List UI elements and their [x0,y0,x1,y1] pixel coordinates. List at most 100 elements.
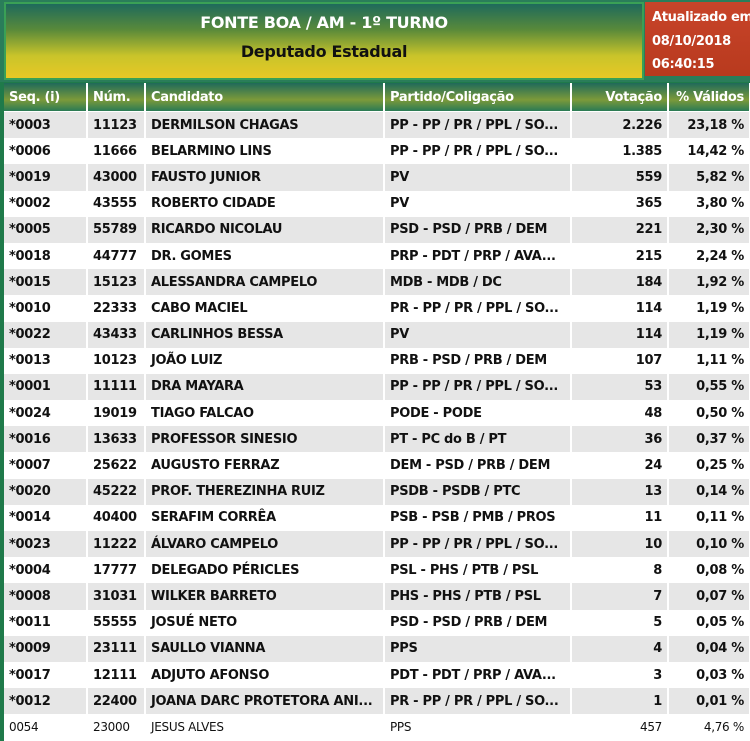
cell-candidate: RICARDO NICOLAU [145,216,385,243]
table-row: *0006 11666 BELARMINO LINS PP - PP / PR / P… [4,138,750,165]
cell-candidate: ÁLVARO CAMPELO [145,531,385,558]
table-row: *0014 40400 SERAFIM CORRÊA PSB - PSB / PMB … [4,504,750,531]
cell-party: PP - PP / PR / PPL / SO... [384,373,572,401]
cell-votes: 11 [571,504,669,531]
cell-votes: 559 [571,164,669,191]
update-time: 06:40:15 [652,57,715,72]
cell-votes: 10 [571,531,669,558]
cell-seq: *0006 [4,138,88,165]
table-row: *0009 23111 SAULLO VIANNA PPS 4 0,04 % [4,635,750,662]
cell-num: 11123 [87,111,146,139]
cell-seq: *0004 [4,557,88,584]
cell-percent: 1,11 % [668,347,750,374]
cell-num: 17777 [87,557,146,584]
cell-percent: 2,24 % [668,242,750,270]
cell-votes: 184 [571,269,669,296]
column-header-votes[interactable]: Votação [571,83,669,112]
cell-seq: *0008 [4,583,88,610]
cell-party: PV [384,164,572,191]
cell-seq: *0003 [4,111,88,139]
update-label: Atualizado em [652,10,750,25]
cell-percent: 3,80 % [668,190,750,217]
top-bar: FONTE BOA / AM - 1º TURNO Deputado Estad… [0,0,750,82]
cell-num: 44777 [87,242,146,270]
cell-percent: 1,92 % [668,269,750,296]
cell-seq: *0001 [4,373,88,401]
table-row: *0017 12111 ADJUTO AFONSO PDT - PDT / PRP /… [4,661,750,689]
cell-party: PHS - PHS / PTB / PSL [384,583,572,610]
results-table: Seq. (i) Núm. Candidato Partido/Coligação Vo… [4,83,750,741]
table-row: *0013 10123 JOÃO LUIZ PRB - PSD / PRB / DEM… [4,347,750,374]
column-header-seq[interactable]: Seq. (i) [4,83,88,112]
cell-percent: 14,42 % [668,138,750,165]
cell-percent: 0,01 % [668,688,750,715]
cell-num: 11222 [87,531,146,558]
page-subtitle: Deputado Estadual [240,42,408,61]
cell-party: PV [384,190,572,217]
cell-votes: 215 [571,242,669,270]
cell-votes: 221 [571,216,669,243]
cell-votes: 53 [571,373,669,401]
table-row: *0005 55789 RICARDO NICOLAU PSD - PSD / PRB… [4,216,750,243]
cell-seq: *0013 [4,347,88,374]
cell-seq: *0016 [4,426,88,453]
column-header-candidate[interactable]: Candidato [145,83,385,112]
cell-party: PRB - PSD / PRB / DEM [384,347,572,374]
cell-candidate: PROFESSOR SINESIO [145,426,385,453]
table-row: *0023 11222 ÁLVARO CAMPELO PP - PP / PR / P… [4,531,750,558]
cell-party: PRP - PDT / PRP / AVA... [384,242,572,270]
cell-party: DEM - PSD / PRB / DEM [384,452,572,479]
cell-num: 23111 [87,635,146,662]
cell-seq: *0022 [4,321,88,348]
cell-num: 11666 [87,138,146,165]
cell-num: 11111 [87,373,146,401]
cell-party: PPS [384,714,572,741]
cell-num: 10123 [87,347,146,374]
cell-percent: 0,04 % [668,635,750,662]
cell-party: PT - PC do B / PT [384,426,572,453]
cell-seq: *0018 [4,242,88,270]
cell-votes: 8 [571,557,669,584]
cell-candidate: BELARMINO LINS [145,138,385,165]
cell-percent: 0,05 % [668,609,750,636]
cell-votes: 48 [571,400,669,427]
table-row: *0011 55555 JOSUÉ NETO PSD - PSD / PRB / DE… [4,609,750,636]
column-header-party[interactable]: Partido/Coligação [384,83,572,112]
cell-num: 12111 [87,661,146,689]
update-box: Atualizado em 08/10/2018 06:40:15 [645,2,750,76]
cell-candidate: ADJUTO AFONSO [145,661,385,689]
cell-num: 55555 [87,609,146,636]
column-header-num[interactable]: Núm. [87,83,146,112]
cell-seq: *0007 [4,452,88,479]
cell-num: 43555 [87,190,146,217]
cell-seq: *0012 [4,688,88,715]
cell-party: PP - PP / PR / PPL / SO... [384,111,572,139]
cell-votes: 36 [571,426,669,453]
cell-candidate: WILKER BARRETO [145,583,385,610]
cell-num: 15123 [87,269,146,296]
cell-seq: *0024 [4,400,88,427]
cell-num: 43433 [87,321,146,348]
cell-votes: 3 [571,661,669,689]
cell-num: 40400 [87,504,146,531]
cell-votes: 1.385 [571,138,669,165]
cell-percent: 2,30 % [668,216,750,243]
cell-votes: 5 [571,609,669,636]
cell-seq: *0023 [4,531,88,558]
cell-seq: *0011 [4,609,88,636]
cell-percent: 0,25 % [668,452,750,479]
update-date: 08/10/2018 [652,33,731,49]
table-row: *0012 22400 JOANA DARC PROTETORA ANI... PR … [4,688,750,715]
cell-party: PR - PP / PR / PPL / SO... [384,295,572,322]
column-header-percent[interactable]: % Válidos [668,83,750,112]
table-row: 0054 23000 JESUS ALVES PPS 457 4,76 % [4,714,750,741]
cell-percent: 0,10 % [668,531,750,558]
title-banner: FONTE BOA / AM - 1º TURNO Deputado Estad… [4,2,644,80]
cell-num: 31031 [87,583,146,610]
cell-candidate: TIAGO FALCAO [145,400,385,427]
cell-candidate: JOANA DARC PROTETORA ANI... [145,688,385,715]
cell-candidate: PROF. THEREZINHA RUIZ [145,478,385,505]
cell-seq: *0015 [4,269,88,296]
cell-candidate: AUGUSTO FERRAZ [145,452,385,479]
cell-percent: 0,03 % [668,661,750,689]
